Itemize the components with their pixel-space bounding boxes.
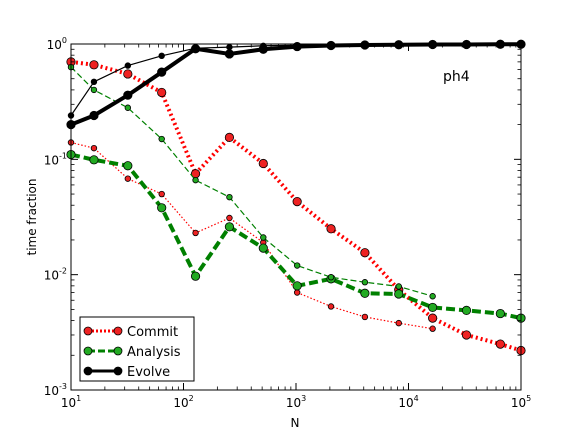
series-line xyxy=(70,43,433,116)
data-point xyxy=(293,289,301,296)
series-evolve-small xyxy=(67,41,436,119)
legend-marker xyxy=(113,326,123,336)
data-point xyxy=(90,78,98,86)
legend-label: Commit xyxy=(127,325,178,340)
data-point xyxy=(361,279,369,286)
legend-marker xyxy=(83,366,93,376)
data-point xyxy=(158,190,165,198)
data-point xyxy=(395,283,402,290)
data-point xyxy=(192,229,199,237)
data-point xyxy=(293,42,301,49)
data-point xyxy=(124,62,132,69)
data-point xyxy=(89,60,99,70)
data-point xyxy=(158,52,165,60)
x-tick-label: 104 xyxy=(398,394,418,410)
data-point xyxy=(124,175,132,182)
data-point xyxy=(293,262,301,269)
data-point xyxy=(361,41,369,48)
data-point xyxy=(90,86,98,94)
y-tick-label: 10-3 xyxy=(44,382,67,398)
axis-layer: 101 102 103 104 105 10-3 10-2 10-1 100 xyxy=(44,36,531,410)
data-point xyxy=(292,197,302,207)
data-point xyxy=(429,293,436,300)
data-point xyxy=(326,224,336,234)
chart-annotation: ph4 xyxy=(443,69,470,85)
legend-item-commit: Commit xyxy=(83,325,178,340)
data-point xyxy=(258,158,268,169)
y-tick-label: 10-2 xyxy=(44,267,67,283)
series-analysis-large xyxy=(66,149,526,323)
data-point xyxy=(192,176,199,184)
x-tick-label: 102 xyxy=(173,394,193,410)
data-point xyxy=(260,234,267,241)
series-line xyxy=(70,59,522,353)
data-point xyxy=(461,305,472,315)
data-point xyxy=(224,49,235,59)
data-point xyxy=(226,43,233,51)
data-point xyxy=(124,104,132,111)
data-point xyxy=(258,243,268,253)
data-point xyxy=(123,90,133,100)
data-point xyxy=(226,193,233,201)
legend-label: Evolve xyxy=(127,365,170,380)
data-point xyxy=(123,69,133,79)
data-point xyxy=(90,144,98,152)
legend-marker xyxy=(83,326,93,336)
data-point xyxy=(89,110,99,121)
data-point xyxy=(429,325,436,332)
data-point xyxy=(157,203,167,213)
data-point xyxy=(461,330,472,340)
legend-item-evolve: Evolve xyxy=(83,365,170,380)
legend: Commit Analysis Evolve xyxy=(79,316,195,382)
series-line xyxy=(70,66,433,297)
x-tick-label: 105 xyxy=(511,394,531,410)
data-point xyxy=(327,303,335,310)
legend-marker xyxy=(113,366,123,376)
data-point xyxy=(89,155,99,165)
data-point xyxy=(123,161,133,171)
data-point xyxy=(157,67,167,77)
data-point xyxy=(226,214,233,222)
data-point xyxy=(429,41,436,48)
data-point xyxy=(394,289,404,299)
x-tick-label: 103 xyxy=(286,394,306,410)
data-point xyxy=(190,271,201,281)
data-point xyxy=(192,44,199,52)
data-point xyxy=(360,248,370,258)
data-point xyxy=(327,274,335,281)
legend-label: Analysis xyxy=(127,345,181,360)
y-axis-label: time fraction xyxy=(25,178,39,255)
x-axis-label: N xyxy=(291,416,300,430)
y-tick-label: 100 xyxy=(47,36,67,52)
data-point xyxy=(360,288,370,298)
series-commit-large xyxy=(66,57,526,356)
data-point xyxy=(495,308,505,319)
series-line xyxy=(70,141,433,330)
data-point xyxy=(461,39,472,50)
data-point xyxy=(395,319,402,327)
data-point xyxy=(158,135,165,143)
data-point xyxy=(428,302,438,313)
data-point xyxy=(224,222,235,232)
series-commit-small xyxy=(67,139,436,332)
legend-marker xyxy=(113,346,123,356)
x-tick-label: 101 xyxy=(61,394,81,410)
data-point xyxy=(224,132,235,142)
data-point xyxy=(157,87,167,98)
data-point xyxy=(292,281,302,291)
series-layer xyxy=(66,39,526,356)
data-point xyxy=(395,41,402,48)
data-point xyxy=(495,339,505,349)
data-point xyxy=(361,313,369,321)
series-analysis-small xyxy=(67,63,436,300)
legend-item-analysis: Analysis xyxy=(83,345,181,360)
legend-marker xyxy=(83,346,93,356)
data-point xyxy=(428,313,438,323)
data-point xyxy=(327,41,335,49)
y-tick-label: 10-1 xyxy=(44,151,67,167)
